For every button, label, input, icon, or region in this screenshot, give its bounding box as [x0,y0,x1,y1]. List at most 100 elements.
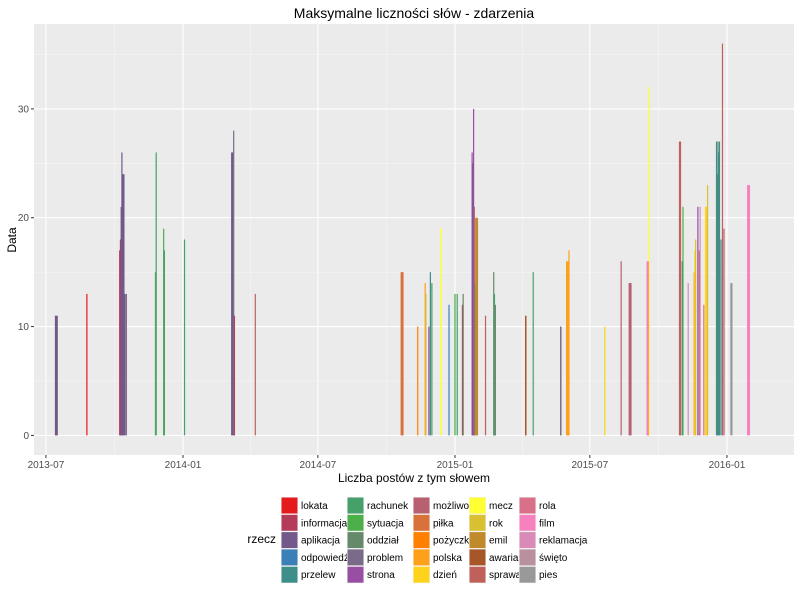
legend-label: święto [539,553,568,564]
bar-aplikacja [124,293,126,436]
legend-label: oddział [367,536,399,547]
legend-swatch [519,549,536,566]
legend-label: piłka [433,518,454,529]
bar-polska [566,261,569,436]
legend-swatch [519,532,536,549]
legend-swatch [281,497,298,514]
legend-swatch [347,549,364,566]
bar-film [747,185,751,436]
bar-rok [706,185,709,436]
bar-mecz [440,228,442,436]
bar-strona [471,152,473,436]
bar-problem [560,326,562,436]
x-tick-label: 2015-01 [437,460,474,471]
legend-swatch [281,549,298,566]
bar-sytuacja [154,272,157,436]
legend-swatch [469,566,486,583]
bar-rola [703,304,705,436]
legend-swatch [519,497,536,514]
bar-sprawa [721,43,724,436]
bar-pożyczka [417,326,419,436]
bar-oddział [462,293,464,436]
bar-przelew [720,239,722,436]
legend-label: dzień [433,570,457,581]
bar-przelew [715,141,718,436]
bar-możliwość [628,283,632,436]
legend-label: pożyczka [433,536,475,547]
bar-aplikacja [122,174,125,436]
bar-problem [233,130,235,436]
bar-rachunek [431,283,433,436]
legend-label: polska [433,553,462,564]
legend-label: odpowiedź [301,553,349,564]
bar-sprawa [678,141,682,436]
x-tick-label: 2014-01 [165,460,202,471]
bar-film [646,261,650,436]
legend: rzecz lokata informacja aplikacja odpowiedź… [247,497,588,584]
x-tick-label: 2016-01 [709,460,746,471]
y-tick-label: 10 [18,322,30,333]
major-gridlines [34,24,794,455]
legend-swatch [413,497,430,514]
legend-label: problem [367,553,403,564]
legend-swatch [519,514,536,531]
legend-label: sprawa [489,570,522,581]
legend-label: reklamacja [539,536,588,547]
bar-piłka [400,272,404,436]
x-axis: 2013-07 2014-01 2014-07 2015-01 2015-07 2016-… [28,455,746,471]
bar-strona [428,326,430,436]
bar-aplikacja [54,315,58,436]
legend-swatch [347,566,364,583]
legend-label: film [539,518,555,529]
legend-swatch [347,497,364,514]
y-axis-title: Data [5,227,19,253]
bar-aplikacja [231,152,234,436]
bar-rok [695,239,697,436]
bar-przelew [429,272,431,436]
bar-aplikacja [121,152,123,436]
legend-swatch [469,532,486,549]
legend-label: aplikacja [301,536,340,547]
y-axis: 0 10 20 30 [18,104,34,442]
bars [54,43,751,436]
bar-przelew [718,141,721,436]
x-axis-title: Liczba postów z tym słowem [338,471,490,485]
bar-oddział [493,272,495,436]
bar-rachunek [532,272,534,436]
y-tick-label: 20 [18,213,30,224]
bar-polska [424,283,426,436]
bar-awaria [525,315,527,436]
y-tick-label: 30 [18,104,30,115]
bar-rok [425,293,427,436]
bar-aplikacja [120,206,122,436]
bar-sytuacja [163,228,165,436]
legend-label: informacja [301,518,348,529]
x-tick-label: 2014-07 [300,460,337,471]
legend-label: przelew [301,570,336,581]
bar-dzień [694,250,696,436]
bar-informacja [461,304,464,436]
plot-panel [34,24,794,455]
bar-rachunek [155,152,157,436]
minor-gridlines [34,24,794,455]
bar-polska [693,272,695,436]
bar-problem [125,293,127,436]
bar-informacja [119,239,122,436]
legend-swatch [519,566,536,583]
legend-swatch [413,566,430,583]
legend-label: strona [367,570,395,581]
legend-swatch [281,532,298,549]
bar-możliwość [620,261,622,436]
bar-rachunek [183,239,186,436]
bar-lokata [86,293,88,436]
bar-możliwość [473,206,475,436]
bar-reklamacja [687,283,689,436]
bar-dzień [604,326,606,436]
bar-informacja [119,250,121,436]
legend-swatch [347,514,364,531]
bar-reklamacja [699,206,701,436]
legend-label: awaria [489,553,519,564]
x-tick-label: 2015-07 [571,460,608,471]
bar-sytuacja [454,293,456,436]
